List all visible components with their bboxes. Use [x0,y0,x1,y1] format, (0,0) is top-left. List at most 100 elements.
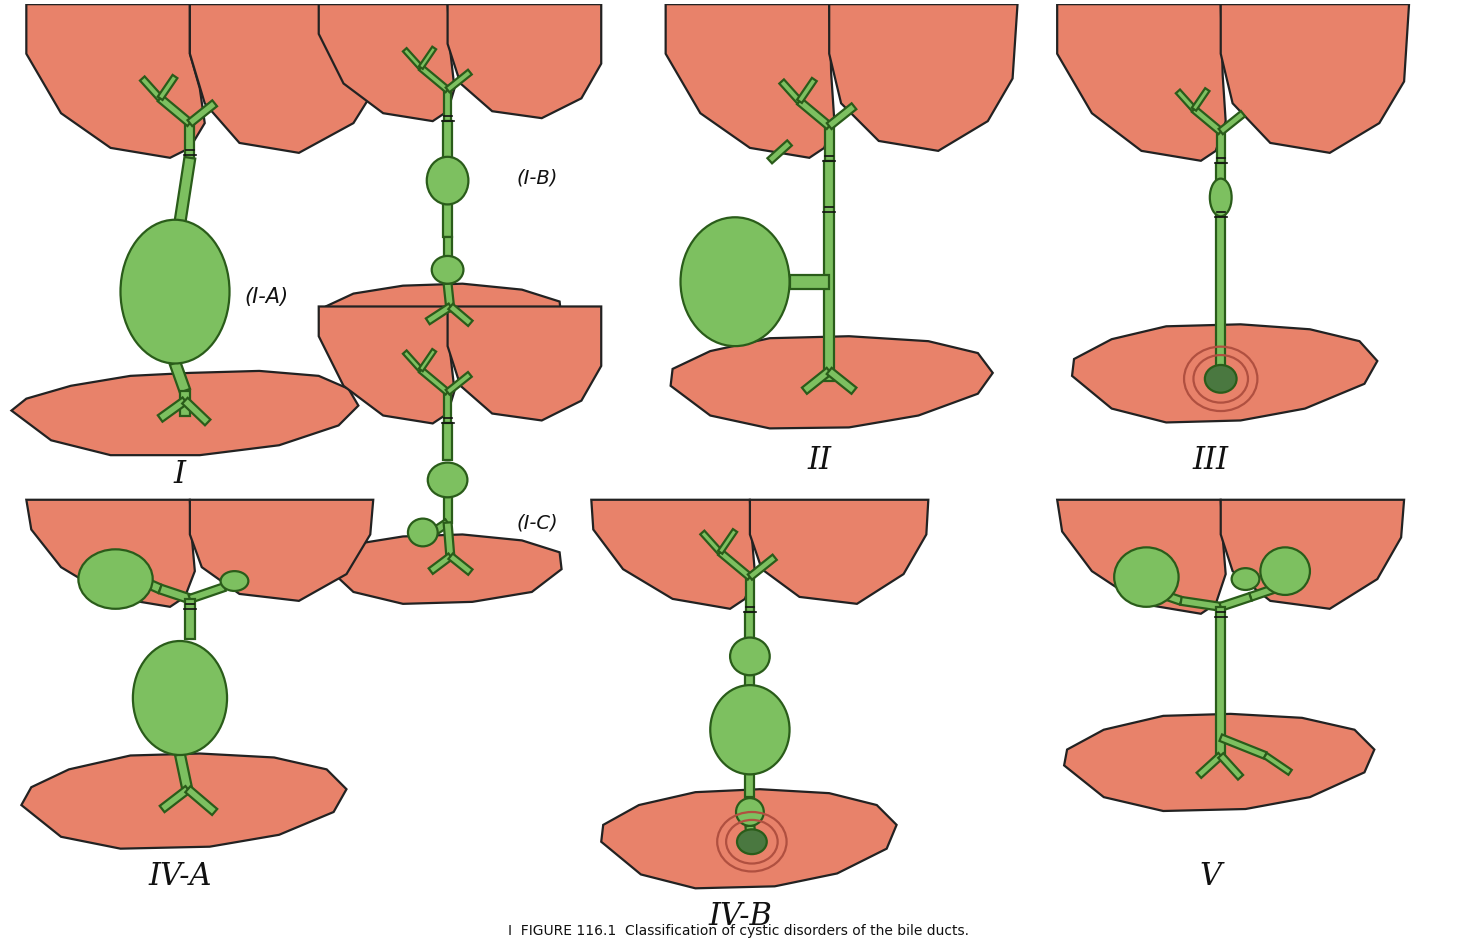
Polygon shape [27,500,195,607]
Polygon shape [448,4,602,118]
Polygon shape [429,553,452,574]
Text: IV-B: IV-B [708,901,772,932]
Ellipse shape [680,217,789,347]
Polygon shape [1191,107,1222,134]
Polygon shape [448,304,473,326]
Text: I  FIGURE 116.1  Classification of cystic disorders of the bile ducts.: I FIGURE 116.1 Classification of cystic … [508,924,970,938]
Ellipse shape [133,641,228,755]
Polygon shape [443,205,452,237]
Ellipse shape [1231,568,1259,590]
Polygon shape [180,391,189,416]
Polygon shape [324,534,562,604]
Polygon shape [718,549,752,580]
Ellipse shape [738,830,767,854]
Polygon shape [185,123,194,158]
Polygon shape [189,500,374,600]
Polygon shape [189,4,378,152]
Polygon shape [718,529,738,554]
Ellipse shape [1261,547,1310,595]
Polygon shape [1064,714,1375,811]
Polygon shape [140,77,163,100]
Polygon shape [158,96,192,126]
Polygon shape [114,565,163,593]
Text: II: II [807,445,831,475]
Polygon shape [12,371,358,456]
Polygon shape [745,775,754,797]
Polygon shape [1216,607,1225,758]
Polygon shape [443,237,452,257]
Ellipse shape [408,519,437,546]
Polygon shape [701,530,723,554]
Polygon shape [448,307,602,420]
Text: (I-B): (I-B) [517,169,559,188]
Polygon shape [1218,753,1243,779]
Polygon shape [174,754,192,794]
Polygon shape [767,140,792,163]
Polygon shape [803,367,832,394]
Polygon shape [1057,4,1225,161]
Polygon shape [185,786,217,815]
Text: III: III [1193,445,1228,475]
Polygon shape [1264,753,1292,775]
Polygon shape [182,398,210,425]
Text: (I-A): (I-A) [244,287,288,307]
Polygon shape [443,392,451,423]
Ellipse shape [1205,365,1237,393]
Polygon shape [430,519,449,536]
Polygon shape [1197,753,1224,777]
Polygon shape [188,100,217,126]
Ellipse shape [1210,179,1231,216]
Ellipse shape [432,256,464,284]
Ellipse shape [427,157,469,205]
Polygon shape [825,126,834,161]
Polygon shape [826,367,856,394]
Polygon shape [1191,88,1209,111]
Polygon shape [21,754,346,849]
Polygon shape [1216,163,1225,391]
Text: IV-A: IV-A [148,861,211,892]
Polygon shape [158,75,177,100]
Polygon shape [779,80,801,103]
Polygon shape [443,283,455,312]
Ellipse shape [121,220,229,364]
Polygon shape [189,583,226,602]
Polygon shape [418,65,449,92]
Polygon shape [1221,4,1409,152]
Polygon shape [1216,132,1225,163]
Polygon shape [665,4,834,158]
Polygon shape [319,307,455,423]
Ellipse shape [220,571,248,591]
Polygon shape [1219,735,1267,759]
Polygon shape [443,90,451,121]
Polygon shape [324,284,562,353]
Polygon shape [446,372,471,395]
Polygon shape [170,361,191,393]
Polygon shape [426,304,452,324]
Ellipse shape [711,685,789,775]
Polygon shape [591,500,755,609]
Polygon shape [1072,324,1377,422]
Polygon shape [1145,585,1182,604]
Polygon shape [443,423,452,460]
Polygon shape [1249,581,1286,600]
Polygon shape [825,161,834,381]
Polygon shape [1057,500,1225,614]
Polygon shape [319,4,455,121]
Polygon shape [745,612,754,638]
Ellipse shape [730,637,770,675]
Polygon shape [1181,597,1221,611]
Ellipse shape [1114,547,1178,607]
Polygon shape [745,826,757,849]
Polygon shape [749,500,928,604]
Polygon shape [1218,111,1244,134]
Polygon shape [443,121,452,158]
Polygon shape [1176,90,1196,111]
Text: (I-C): (I-C) [517,513,559,532]
Text: I: I [174,459,186,491]
Polygon shape [746,577,754,612]
Polygon shape [671,336,993,428]
Polygon shape [403,48,423,69]
Polygon shape [418,349,436,371]
Polygon shape [797,98,832,129]
Polygon shape [418,367,449,395]
